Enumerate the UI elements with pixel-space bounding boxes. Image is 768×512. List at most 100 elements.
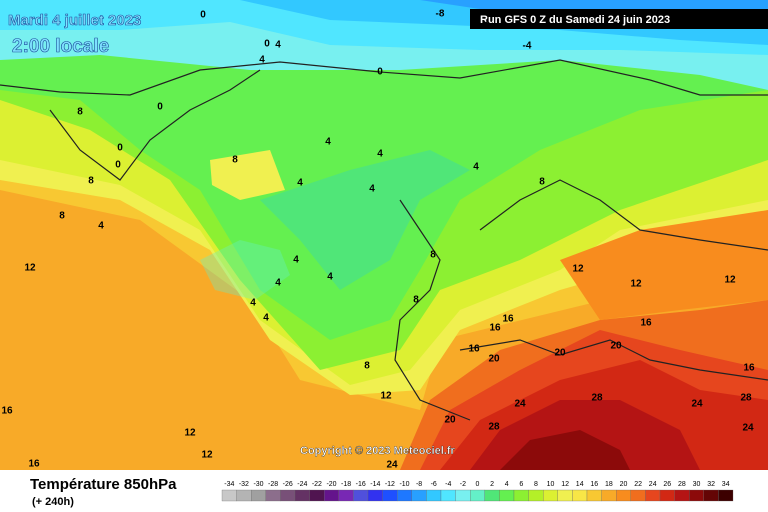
scale-swatch (367, 489, 383, 502)
run-info: Run GFS 0 Z du Samedi 24 juin 2023 (480, 14, 670, 26)
contour-label: 12 (184, 428, 196, 439)
contour-label: 0 (264, 39, 270, 50)
scale-label: -6 (431, 481, 437, 488)
copyright: Copyright © 2023 Meteociel.fr (300, 445, 456, 457)
contour-label: 12 (24, 263, 36, 274)
scale-swatch (601, 489, 617, 502)
contour-label: 4 (275, 40, 281, 51)
scale-label: 8 (534, 481, 538, 488)
contour-label: 4 (250, 298, 256, 309)
scale-label: 32 (707, 481, 715, 488)
scale-swatch (513, 489, 529, 502)
scale-swatch (265, 489, 281, 502)
scale-swatch (294, 489, 310, 502)
contour-label: 4 (369, 184, 375, 195)
scale-label: -24 (297, 481, 307, 488)
scale-label: 20 (620, 481, 628, 488)
contour-label: 4 (293, 255, 299, 266)
scale-label: 28 (678, 481, 686, 488)
scale-label: 2 (490, 481, 494, 488)
scale-label: -28 (268, 481, 278, 488)
contour-label: 12 (201, 450, 213, 461)
scale-swatch (338, 489, 354, 502)
scale-swatch (470, 489, 485, 502)
legend-subtitle: (+ 240h) (32, 496, 74, 508)
scale-label: -32 (239, 481, 249, 488)
contour-label: 8 (59, 211, 65, 222)
scale-swatch (236, 489, 252, 502)
contour-label: 24 (514, 399, 526, 410)
contour-label: 0 (117, 143, 123, 154)
contour-label: 24 (691, 399, 703, 410)
scale-swatch (382, 489, 398, 502)
scale-swatch (324, 489, 339, 502)
contour-label: 12 (630, 279, 642, 290)
scale-label: 30 (693, 481, 701, 488)
contour-label: 24 (742, 423, 754, 434)
contour-label: 8 (430, 250, 436, 261)
contour-label: 12 (572, 264, 584, 275)
scale-label: 10 (547, 481, 555, 488)
scale-swatch (645, 489, 661, 502)
contour-label: 16 (468, 344, 480, 355)
scale-label: -22 (312, 481, 322, 488)
contour-label: 20 (554, 348, 566, 359)
scale-label: 14 (576, 481, 584, 488)
scale-label: -26 (283, 481, 293, 488)
contour-label: 8 (232, 155, 238, 166)
contour-label: 16 (489, 323, 501, 334)
legend-title: Température 850hPa (30, 476, 177, 493)
contour-label: 16 (502, 314, 514, 325)
contour-label: 28 (488, 422, 500, 433)
scale-swatch (630, 489, 646, 502)
forecast-time: 2:00 locale (12, 36, 109, 57)
contour-label: -4 (480, 21, 489, 32)
contour-label: 12 (380, 391, 392, 402)
scale-label: 26 (663, 481, 671, 488)
scale-label: 12 (561, 481, 569, 488)
contour-label: 16 (743, 363, 755, 374)
scale-swatch (572, 489, 588, 502)
scale-label: -4 (445, 481, 451, 488)
scale-swatch (309, 489, 325, 502)
contour-label: 8 (88, 176, 94, 187)
scale-label: 4 (505, 481, 509, 488)
scale-label: -8 (416, 481, 422, 488)
contour-label: 28 (740, 393, 752, 404)
contour-label: 16 (1, 406, 13, 417)
scale-swatch (411, 489, 427, 502)
contour-label: 0 (115, 160, 121, 171)
contour-label: 8 (413, 295, 419, 306)
coastlines (0, 59, 768, 421)
scale-label: 22 (634, 481, 642, 488)
contour-label: 28 (591, 393, 603, 404)
scale-swatch (616, 489, 631, 502)
scale-swatch (499, 489, 515, 502)
contour-label: 8 (77, 107, 83, 118)
scale-swatch (528, 489, 544, 502)
contour-label: -4 (523, 41, 532, 52)
scale-label: 34 (722, 481, 730, 488)
scale-label: 16 (590, 481, 598, 488)
scale-swatch (221, 489, 237, 502)
scale-label: -2 (460, 481, 466, 488)
contour-label: 4 (297, 178, 303, 189)
scale-swatch (586, 489, 602, 502)
contour-label: 20 (610, 341, 622, 352)
contour-label: 4 (259, 55, 265, 66)
contour-label: 20 (488, 354, 500, 365)
scale-swatch (251, 489, 266, 502)
scale-swatch (659, 489, 675, 502)
contour-label: 20 (444, 415, 456, 426)
color-scale: -34 -32 -30 -28 -26 -24 -22 -20 -18 -16 -14 -12 -10-… (221, 481, 734, 502)
contour-label: 8 (364, 361, 370, 372)
scale-swatch (557, 489, 573, 502)
scale-label: 24 (649, 481, 657, 488)
scale-swatch (484, 489, 500, 502)
contour-label: 0 (377, 67, 383, 78)
scale-swatch (703, 489, 719, 502)
scale-label: -30 (253, 481, 263, 488)
